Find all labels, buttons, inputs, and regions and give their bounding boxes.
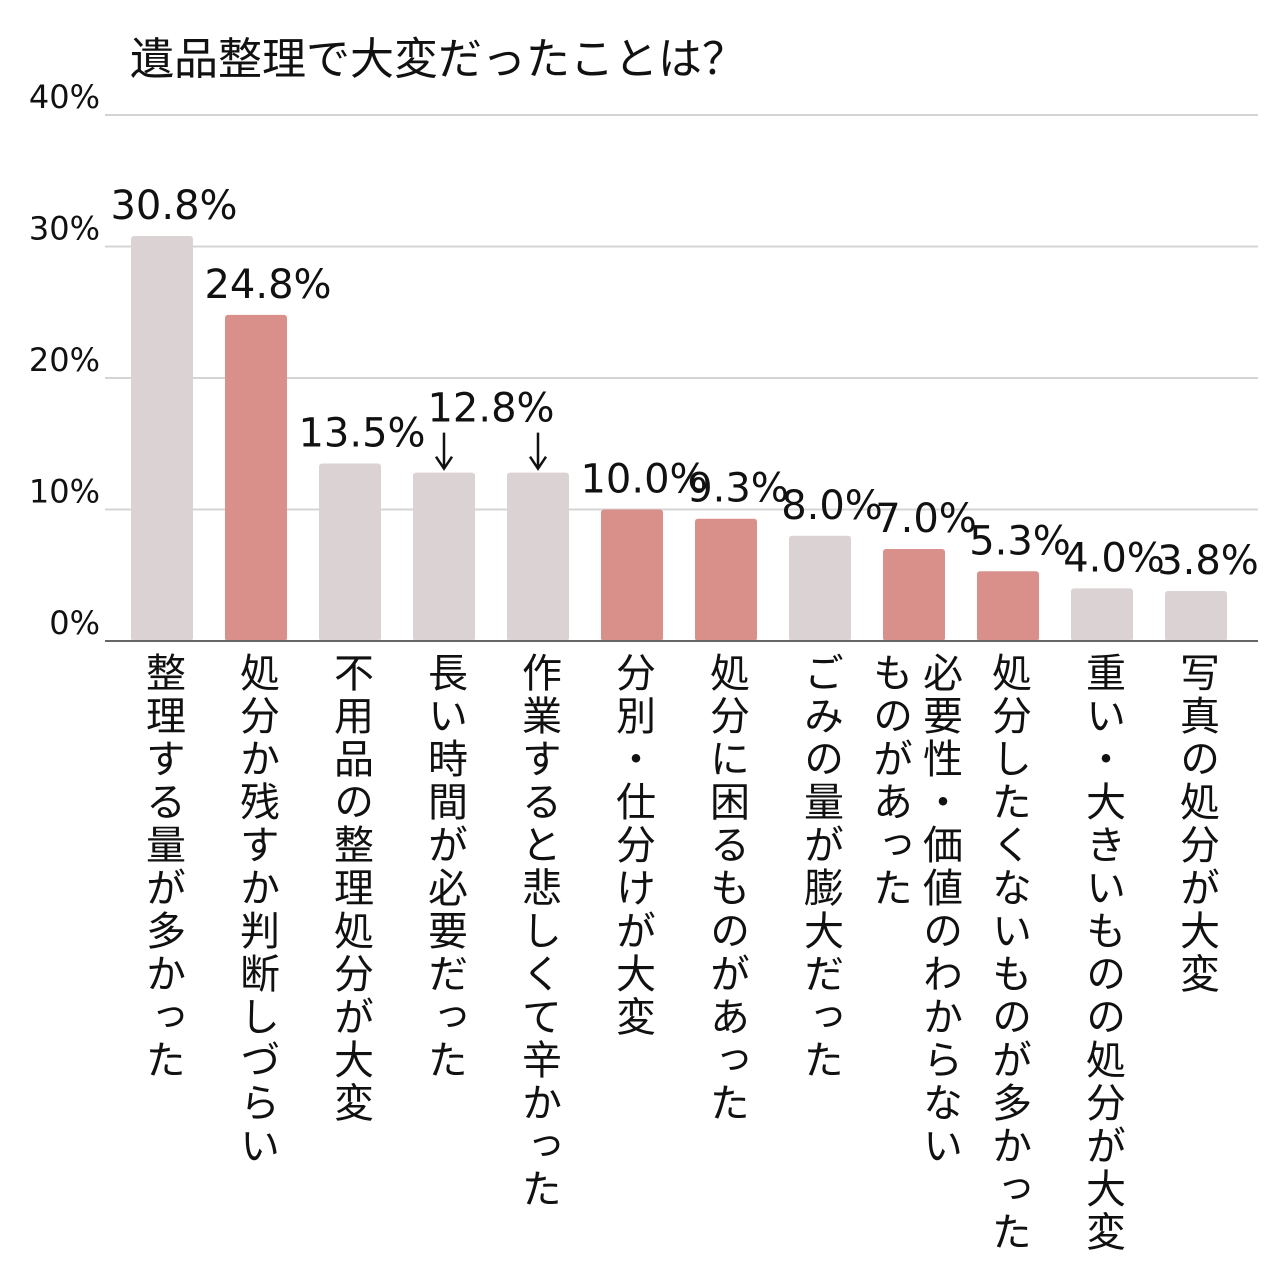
bar [789,535,851,641]
x-tick-label: 分別・仕分けが大変 [609,652,655,1039]
x-tick-label: 作業すると悲しくて辛かった [515,652,561,1211]
bar [883,548,945,641]
value-label: 5.3% [969,518,1071,564]
bar [319,463,381,641]
value-label: 7.0% [875,496,977,542]
value-label: 4.0% [1063,535,1165,581]
bar [1071,588,1133,641]
x-tick-label: 写真の処分が大変 [1173,652,1219,996]
y-tick-label: 10% [29,473,100,511]
x-tick-label: 整理する量が多かった [139,652,185,1082]
x-tick-label: 必要性・価値のわからない ものがあった [866,652,962,1168]
x-tick-label: 不用品の整理処分が大変 [327,652,373,1125]
y-tick-label: 20% [29,341,100,379]
y-tick-label: 40% [29,78,100,116]
bar [1165,591,1227,641]
x-tick-label: 処分したくないものが多かった [985,652,1031,1254]
bar [131,235,193,642]
value-label: 8.0% [781,483,883,529]
bar [225,314,287,641]
value-label: 30.8% [110,183,237,229]
y-tick-label: 30% [29,210,100,248]
bar [977,571,1039,641]
bar [695,518,757,641]
value-label: 3.8% [1157,538,1259,584]
value-label: 24.8% [204,262,331,308]
x-tick-label: ごみの量が膨大だった [797,652,843,1082]
x-tick-label: 処分か残すか判断しづらい [233,652,279,1168]
value-label: 9.3% [687,466,789,512]
value-label: 12.8% [427,386,554,432]
arrow [528,432,548,471]
value-label: 13.5% [298,410,425,456]
bar [413,472,475,641]
bar [601,509,663,641]
arrow [434,432,454,471]
bar [507,472,569,641]
x-tick-label: 処分に困るものがあった [703,652,749,1125]
x-tick-label: 重い・大きいものの処分が大変 [1079,652,1125,1254]
value-label: 10.0% [580,457,707,503]
chart-title: 遺品整理で大変だったことは？ [130,34,746,85]
x-tick-label: 長い時間が必要だった [421,652,467,1082]
y-tick-label: 0% [49,604,100,642]
